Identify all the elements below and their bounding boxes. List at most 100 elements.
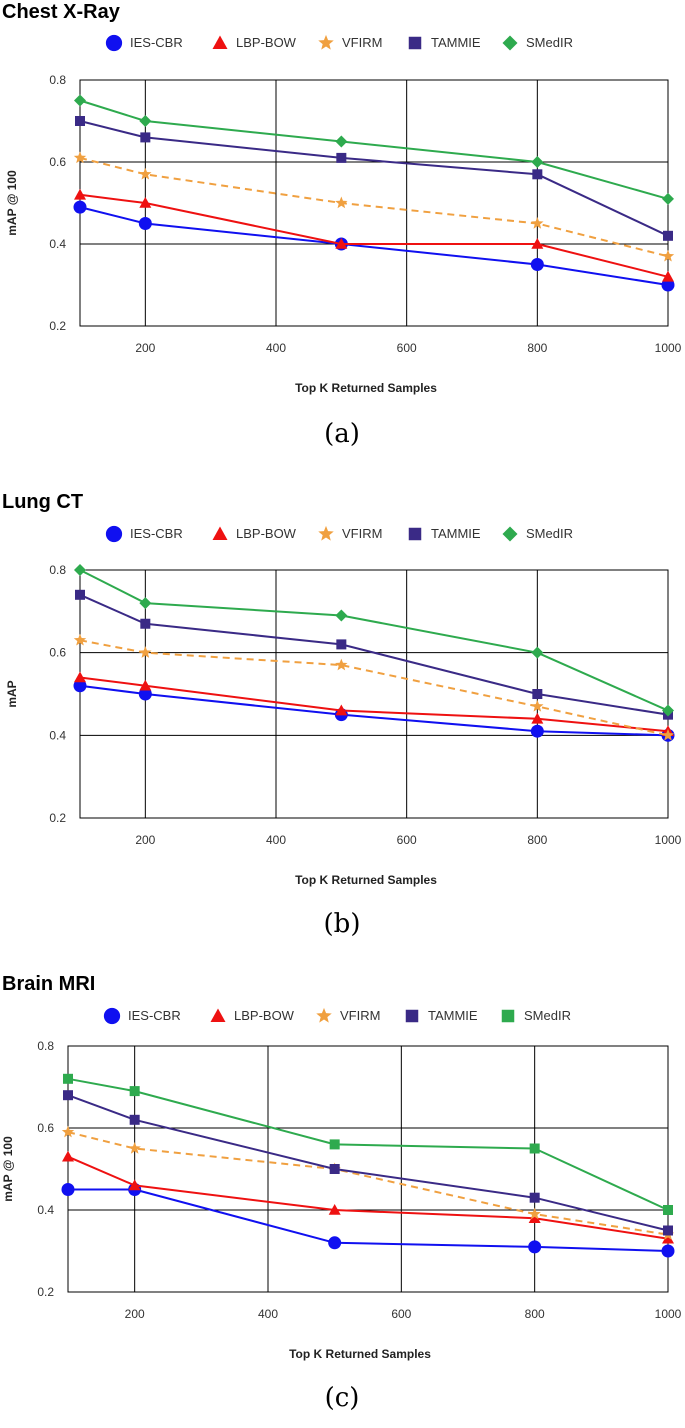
y-tick-label: 0.2	[49, 319, 66, 333]
legend-label-ies-cbr: IES-CBR	[128, 1008, 181, 1023]
legend-label-vfirm: VFIRM	[342, 35, 382, 50]
data-point-smedir	[329, 1139, 340, 1150]
data-point-vfirm	[139, 646, 152, 658]
data-point-vfirm	[531, 699, 544, 712]
data-point-tammie	[63, 1090, 73, 1101]
data-point-ies-cbr	[661, 1244, 675, 1258]
legend-marker-lbp-bow	[212, 526, 228, 540]
legend-marker-lbp-bow	[212, 35, 228, 49]
legend-marker-ies-cbr	[105, 34, 123, 52]
data-point-tammie	[532, 689, 543, 699]
chart-panel-lung-ct: Lung CT IES-CBR LBP-BOW VFIRM TAMMIE SMedIR 0.…	[0, 485, 685, 955]
y-tick-label: 0.4	[37, 1203, 54, 1217]
y-axis-label: mAP	[5, 680, 19, 707]
legend-marker-vfirm	[318, 34, 334, 50]
data-point-smedir	[662, 704, 674, 717]
series-line-smedir	[67, 1077, 669, 1211]
x-tick-label: 200	[125, 1307, 145, 1321]
data-point-lbp-bow	[139, 197, 152, 208]
legend-label-tammie: TAMMIE	[428, 1008, 478, 1023]
series-line-vfirm	[67, 1131, 669, 1236]
x-tick-label: 200	[135, 341, 155, 355]
chart-title: Lung CT	[2, 491, 83, 513]
data-point-ies-cbr	[661, 278, 675, 292]
legend-label-vfirm: VFIRM	[342, 526, 382, 541]
data-point-vfirm	[531, 217, 544, 229]
data-point-ies-cbr	[528, 1240, 542, 1254]
data-point-smedir	[139, 597, 152, 610]
data-point-tammie	[336, 152, 347, 163]
chart-title: Brain MRI	[2, 973, 95, 995]
chart-lung-ct: Lung CT IES-CBR LBP-BOW VFIRM TAMMIE SMedIR 0.…	[2, 491, 682, 939]
x-tick-label: 400	[266, 341, 286, 355]
legend-marker-smedir	[502, 35, 518, 51]
x-tick-label: 800	[527, 341, 547, 355]
data-point-vfirm	[61, 1125, 75, 1138]
y-tick-label: 0.4	[49, 237, 66, 251]
figure-caption: (c)	[325, 1383, 360, 1413]
legend-label-lbp-bow: LBP-BOW	[236, 35, 297, 50]
data-point-smedir	[74, 94, 86, 107]
data-point-lbp-bow	[128, 1179, 141, 1191]
y-tick-label: 0.8	[37, 1039, 54, 1053]
x-tick-label: 400	[266, 833, 286, 847]
data-point-vfirm	[661, 728, 675, 741]
legend-label-lbp-bow: LBP-BOW	[236, 526, 297, 541]
series-line-vfirm	[79, 639, 669, 737]
data-point-smedir	[335, 135, 348, 148]
legend-marker-lbp-bow	[210, 1008, 226, 1022]
data-point-smedir	[531, 156, 544, 168]
data-point-vfirm	[73, 151, 87, 164]
x-tick-label: 1000	[655, 833, 682, 847]
data-point-smedir	[531, 646, 544, 659]
y-tick-label: 0.6	[37, 1121, 54, 1135]
data-point-vfirm	[528, 1207, 541, 1220]
data-point-smedir	[529, 1143, 540, 1154]
data-point-smedir	[129, 1086, 140, 1097]
data-point-ies-cbr	[73, 200, 87, 214]
data-point-vfirm	[128, 1142, 141, 1154]
series-line-ies-cbr	[79, 206, 669, 286]
data-point-vfirm	[139, 167, 152, 180]
data-point-ies-cbr	[138, 217, 152, 230]
series-line-ies-cbr	[79, 684, 669, 737]
plot-frame	[79, 569, 669, 819]
plot-frame	[79, 79, 669, 327]
x-tick-label: 200	[135, 833, 155, 847]
legend-label-ies-cbr: IES-CBR	[130, 526, 183, 541]
data-point-smedir	[74, 564, 86, 576]
x-axis-label: Top K Returned Samples	[295, 381, 437, 395]
legend-label-smedir: SMedIR	[526, 35, 573, 50]
data-point-lbp-bow	[662, 270, 674, 282]
data-point-tammie	[532, 169, 543, 180]
chart-title: Chest X-Ray	[2, 1, 121, 23]
data-point-ies-cbr	[138, 687, 152, 701]
x-tick-label: 600	[397, 341, 417, 355]
data-point-tammie	[663, 1225, 673, 1236]
legend-label-lbp-bow: LBP-BOW	[234, 1008, 295, 1023]
data-point-lbp-bow	[74, 671, 86, 683]
x-tick-label: 1000	[655, 1307, 682, 1321]
legend-marker-tammie	[405, 1009, 419, 1023]
data-point-ies-cbr	[328, 1236, 342, 1250]
x-tick-label: 600	[391, 1307, 411, 1321]
chart-panel-brain-mri: Brain MRI IES-CBR LBP-BOW VFIRM TAMMIE SMedIR…	[0, 968, 685, 1428]
data-point-tammie	[75, 116, 85, 126]
data-point-tammie	[129, 1114, 140, 1125]
data-point-lbp-bow	[531, 238, 544, 249]
x-tick-label: 1000	[655, 341, 682, 355]
y-tick-label: 0.8	[49, 563, 66, 577]
legend-marker-vfirm	[316, 1007, 332, 1023]
y-axis-label: mAP @ 100	[5, 170, 19, 236]
data-point-smedir	[63, 1073, 73, 1084]
data-point-tammie	[140, 618, 151, 629]
y-tick-label: 0.6	[49, 646, 66, 660]
data-point-smedir	[663, 1205, 673, 1215]
data-point-lbp-bow	[335, 704, 348, 716]
legend-label-smedir: SMedIR	[526, 526, 573, 541]
data-point-lbp-bow	[335, 238, 348, 249]
series-line-lbp-bow	[79, 193, 669, 278]
data-point-tammie	[329, 1164, 340, 1174]
figure-caption: (a)	[324, 419, 360, 449]
data-point-smedir	[139, 115, 152, 127]
